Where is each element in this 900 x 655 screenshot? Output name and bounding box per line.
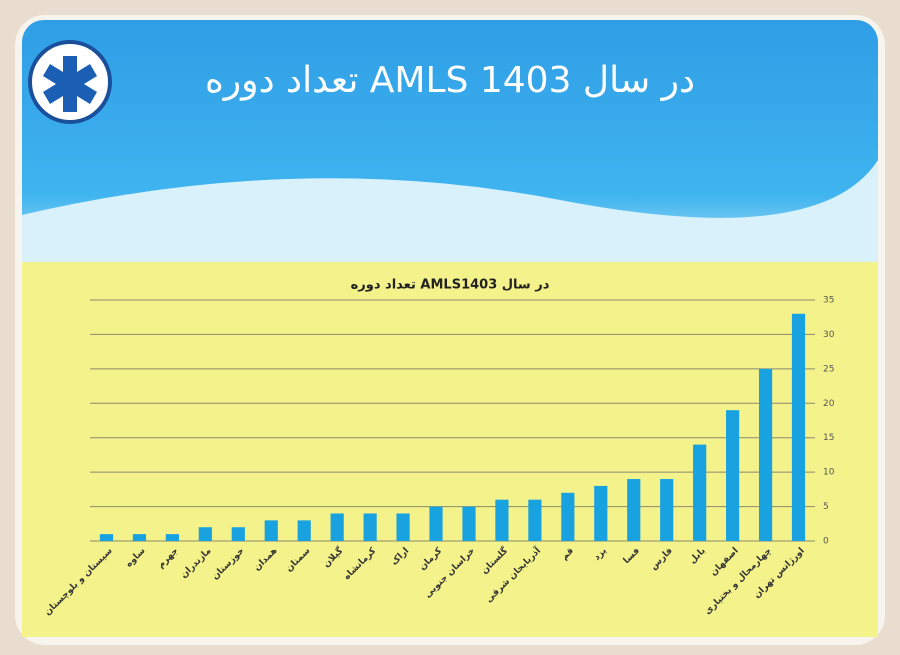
slide-title: تعداد دوره AMLS در سال 1403 — [205, 60, 695, 101]
bar — [100, 534, 113, 541]
y-tick-label: 0 — [823, 537, 829, 547]
slide: تعداد دوره AMLS در سال 1403 تعداد دوره A… — [0, 0, 900, 655]
bar — [759, 369, 772, 541]
y-tick-label: 30 — [823, 330, 835, 340]
bar — [331, 513, 344, 541]
y-tick-label: 35 — [823, 296, 834, 306]
y-tick-label: 10 — [823, 468, 835, 478]
bar — [298, 520, 311, 541]
chart-title: تعداد دوره AMLSدر سال 1403 — [351, 278, 550, 293]
bar — [265, 520, 278, 541]
bar — [495, 500, 508, 541]
bar — [693, 445, 706, 541]
bar — [726, 410, 739, 541]
bar — [462, 507, 475, 541]
bar — [561, 493, 574, 541]
bar — [396, 513, 409, 541]
bar — [594, 486, 607, 541]
bar — [364, 513, 377, 541]
y-tick-label: 15 — [823, 433, 834, 443]
bar — [660, 479, 673, 541]
bar — [199, 527, 212, 541]
bar — [528, 500, 541, 541]
bar — [166, 534, 179, 541]
bar — [133, 534, 146, 541]
y-tick-label: 20 — [823, 399, 835, 409]
bar — [627, 479, 640, 541]
bar — [792, 314, 805, 541]
bar — [429, 507, 442, 541]
y-tick-label: 25 — [823, 364, 834, 374]
bar — [232, 527, 245, 541]
y-tick-label: 5 — [823, 502, 829, 512]
chart-area — [22, 262, 878, 637]
